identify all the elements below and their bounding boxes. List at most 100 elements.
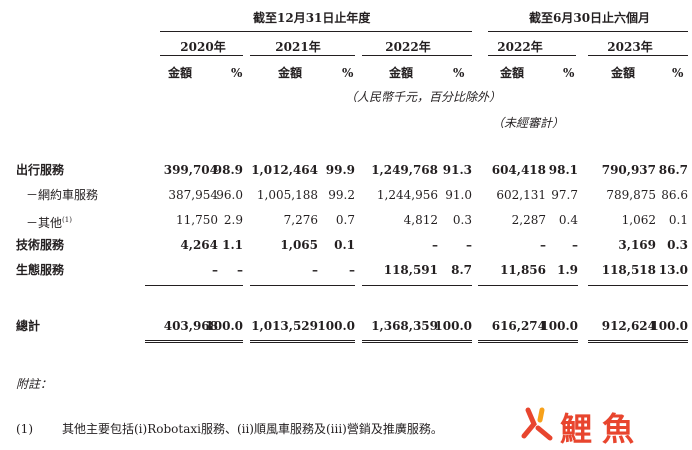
pct-cell: 98.9 xyxy=(213,163,243,177)
pct-cell: 86.7 xyxy=(658,163,688,177)
row-label: 出行服務 xyxy=(16,163,65,177)
pct-cell: 1.9 xyxy=(557,263,578,277)
pct-cell: 99.2 xyxy=(328,188,355,202)
total-pct-cell: 100.0 xyxy=(650,319,688,333)
row-label: －網約車服務 xyxy=(26,188,99,202)
logo-mark-icon xyxy=(521,407,553,441)
year-underline xyxy=(250,55,355,56)
footnote-ref: (1) xyxy=(62,216,72,224)
total-amount-cell: 616,274 xyxy=(491,319,546,333)
watermark-char-1: 鯉 xyxy=(560,410,593,448)
pct-cell: 0.1 xyxy=(334,238,355,252)
amount-cell: 1,244,956 xyxy=(376,188,438,202)
col-pct: % xyxy=(672,66,684,80)
amount-cell: 2,287 xyxy=(511,213,546,227)
total-amount-cell: 1,013,529 xyxy=(251,319,318,333)
col-amount: 金額 xyxy=(389,66,414,80)
period-fy-underline xyxy=(160,31,472,32)
dash-cell: – xyxy=(540,238,546,252)
amount-cell: 604,418 xyxy=(491,163,546,177)
pct-cell: 1.1 xyxy=(222,238,243,252)
amount-cell: 1,062 xyxy=(621,213,656,227)
amount-cell: 4,812 xyxy=(403,213,438,227)
amount-cell: 1,005,188 xyxy=(256,188,318,202)
col-pct: % xyxy=(563,66,575,80)
amount-cell: 7,276 xyxy=(283,213,318,227)
amount-cell: 3,169 xyxy=(618,238,656,252)
total-top-rule xyxy=(250,285,355,286)
dash-cell: – xyxy=(212,263,218,277)
pct-cell: 0.7 xyxy=(335,213,355,227)
col-pct: % xyxy=(342,66,354,80)
total-top-rule xyxy=(145,285,243,286)
unit-note: （人民幣千元，百分比除外） xyxy=(345,90,502,104)
col-amount: 金額 xyxy=(168,66,193,80)
amount-cell: 1,249,768 xyxy=(371,163,438,177)
col-amount: 金額 xyxy=(500,66,525,80)
total-double-rule xyxy=(145,340,243,343)
amount-cell: 1,065 xyxy=(280,238,318,252)
pct-cell: 99.9 xyxy=(325,163,355,177)
total-top-rule xyxy=(588,285,688,286)
year-underline xyxy=(588,55,688,56)
unaudited-note: （未經審計） xyxy=(492,116,565,130)
year-header-2020: 2020年 xyxy=(180,40,226,54)
notes-heading: 附註： xyxy=(16,377,53,391)
row-label: 技術服務 xyxy=(16,238,65,252)
year-header-2021: 2021年 xyxy=(275,40,321,54)
year-underline xyxy=(160,55,243,56)
pct-cell: 0.4 xyxy=(558,213,578,227)
row-label: 生態服務 xyxy=(16,263,65,277)
year-header-2022: 2022年 xyxy=(385,40,431,54)
total-top-rule xyxy=(478,285,578,286)
col-amount: 金額 xyxy=(278,66,303,80)
total-amount-cell: 1,368,359 xyxy=(371,319,438,333)
amount-cell: 387,954 xyxy=(168,188,218,202)
pct-cell: 8.7 xyxy=(451,263,472,277)
period-6m-underline xyxy=(488,31,688,32)
amount-cell: 789,875 xyxy=(606,188,656,202)
total-double-rule xyxy=(478,340,578,343)
pct-cell: 86.6 xyxy=(661,188,688,202)
pct-cell: 13.0 xyxy=(658,263,688,277)
amount-cell: 118,591 xyxy=(383,263,438,277)
year-underline xyxy=(488,55,576,56)
dash-cell: – xyxy=(432,238,438,252)
pct-cell: 91.0 xyxy=(445,188,472,202)
pct-cell: 0.3 xyxy=(452,213,472,227)
total-pct-cell: 100.0 xyxy=(205,319,243,333)
note-text: 其他主要包括(i)Robotaxi服務、(ii)順風車服務及(iii)營銷及推廣… xyxy=(62,422,443,436)
pct-cell: 96.0 xyxy=(216,188,243,202)
watermark-logo: 鯉 魚 xyxy=(520,402,690,448)
amount-cell: 11,856 xyxy=(500,263,546,277)
year-header-2022-6m: 2022年 xyxy=(497,40,543,54)
period-6m-header: 截至6月30日止六個月 xyxy=(529,11,651,25)
total-top-rule xyxy=(362,285,472,286)
total-pct-cell: 100.0 xyxy=(434,319,472,333)
col-pct: % xyxy=(453,66,465,80)
pct-cell: 97.7 xyxy=(551,188,578,202)
pct-cell: 0.3 xyxy=(667,238,688,252)
row-label: －其他(1) xyxy=(26,216,72,230)
dash-cell: – xyxy=(572,238,578,252)
total-amount-cell: 403,968 xyxy=(163,319,218,333)
col-pct: % xyxy=(231,66,243,80)
pct-cell: 91.3 xyxy=(442,163,472,177)
dash-cell: – xyxy=(349,263,355,277)
total-amount-cell: 912,624 xyxy=(601,319,656,333)
total-pct-cell: 100.0 xyxy=(540,319,578,333)
amount-cell: 602,131 xyxy=(496,188,546,202)
total-pct-cell: 100.0 xyxy=(317,319,355,333)
col-amount: 金額 xyxy=(611,66,636,80)
total-double-rule xyxy=(588,340,688,343)
amount-cell: 4,264 xyxy=(180,238,218,252)
total-double-rule xyxy=(362,340,472,343)
dash-cell: – xyxy=(466,238,472,252)
pct-cell: 0.1 xyxy=(668,213,688,227)
watermark-char-2: 魚 xyxy=(602,410,635,448)
amount-cell: 118,518 xyxy=(601,263,656,277)
dash-cell: – xyxy=(312,263,318,277)
total-double-rule xyxy=(250,340,355,343)
amount-cell: 11,750 xyxy=(176,213,218,227)
pct-cell: 98.1 xyxy=(548,163,578,177)
